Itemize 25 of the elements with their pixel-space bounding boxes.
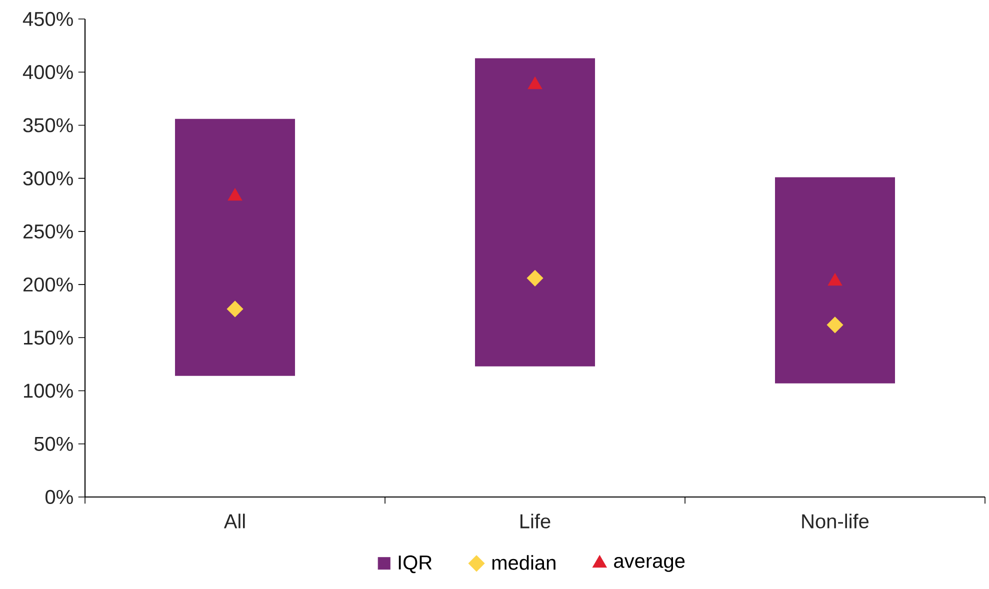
y-tick-label: 0% xyxy=(46,490,73,504)
bar xyxy=(175,118,296,376)
x-tick-label: All xyxy=(224,514,245,528)
y-tick-label: 400% xyxy=(22,65,73,80)
bar xyxy=(475,58,596,366)
y-tick-label: 300% xyxy=(23,171,73,186)
y-tick-label: 200% xyxy=(23,277,73,292)
y-tick-label: 250% xyxy=(23,224,73,239)
legend-label: IQR xyxy=(398,555,432,574)
y-tick-label: 150% xyxy=(24,330,73,345)
y-tick-label: 450% xyxy=(22,12,73,26)
x-tick-label: Life xyxy=(520,514,550,528)
legend-label: average xyxy=(614,557,685,572)
y-tick-label: 50% xyxy=(34,436,73,451)
y-tick-label: 100% xyxy=(24,384,73,398)
point xyxy=(226,300,244,318)
y-tick-label: 350% xyxy=(23,118,73,132)
bar xyxy=(775,177,895,384)
point xyxy=(528,76,542,90)
point xyxy=(228,188,242,201)
legend-label: median xyxy=(492,555,556,570)
point xyxy=(828,273,842,286)
point xyxy=(526,270,544,286)
point xyxy=(826,316,844,334)
x-tick-label: Non-life xyxy=(802,514,869,528)
